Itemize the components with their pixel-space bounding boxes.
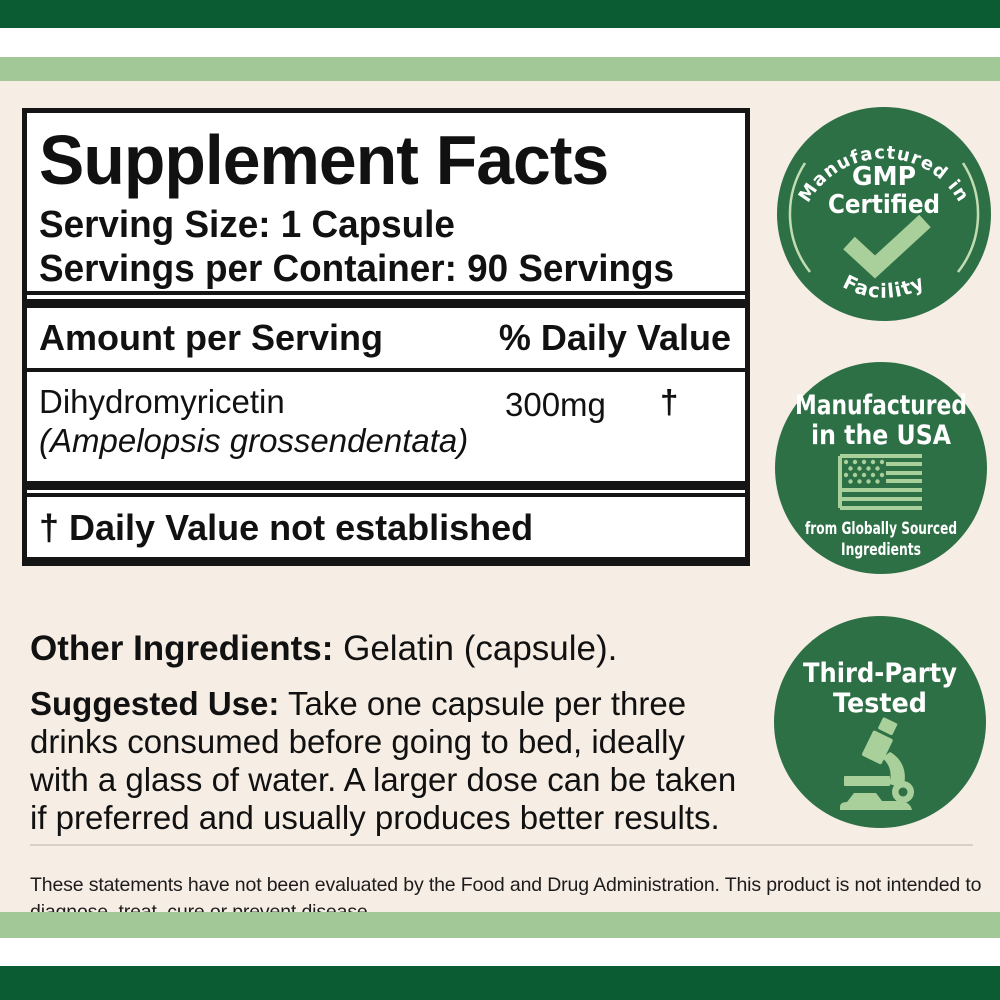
other-ingredients-line: Other Ingredients: Gelatin (capsule). (30, 629, 750, 669)
serving-size-text: Serving Size: 1 Capsule (39, 204, 455, 246)
servings-per-container-text: Servings per Container: 90 Servings (39, 248, 675, 290)
ingredient-dv-dagger: † (660, 383, 679, 420)
bottom-bar-light-green (0, 912, 1000, 938)
daily-value-footnote: † Daily Value not established (39, 507, 534, 548)
ingredient-name: Dihydromyricetin (39, 383, 285, 420)
bottom-bar-white (0, 938, 1000, 966)
ingredient-botanical-name: (Ampelopsis grossendentata) (39, 422, 469, 459)
rule-thin (27, 368, 745, 372)
ingredient-amount: 300mg (505, 386, 606, 423)
badge-title-line1: Third-Party (803, 658, 957, 689)
ring-arc-right (957, 162, 980, 273)
rule-thin (27, 493, 745, 497)
badge-circle (774, 616, 986, 828)
panel-title: Supplement Facts (39, 121, 609, 199)
badge-subtitle-line2: Ingredients (841, 540, 921, 560)
columns-header-row: Amount per Serving % Daily Value (27, 308, 745, 368)
column-daily-value: % Daily Value (498, 317, 731, 358)
top-bar-light-green (0, 57, 1000, 81)
rule-thin (27, 291, 745, 295)
made-in-usa-badge: Manufactured in the USA from Globally So… (775, 362, 987, 574)
badge-circle (777, 107, 991, 321)
ingredient-row: Dihydromyricetin (Ampelopsis grossendent… (27, 372, 745, 481)
bottom-bar-dark-green (0, 966, 1000, 1000)
rule-thick (27, 299, 745, 308)
badge-title-line1: Manufactured (795, 390, 967, 421)
microscope-icon (840, 717, 914, 810)
badge-title-line2: Certified (828, 190, 940, 220)
checkmark-icon (843, 214, 931, 279)
suggested-use-paragraph: Suggested Use: Take one capsule per thre… (30, 685, 745, 837)
badge-subtitle-line1: from Globally Sourced (805, 519, 957, 539)
third-party-tested-badge: Third-Party Tested (774, 616, 986, 828)
panel-header: Supplement Facts Serving Size: 1 Capsule… (27, 113, 745, 291)
top-bar-white (0, 28, 1000, 57)
supplement-facts-panel: Supplement Facts Serving Size: 1 Capsule… (22, 108, 750, 566)
flag-stars (843, 459, 885, 484)
badge-title-line1: GMP (852, 162, 916, 192)
top-bar-dark-green (0, 0, 1000, 28)
badge-circle (775, 362, 987, 574)
badge-title-line2: Tested (833, 688, 927, 719)
disclaimer-divider (30, 844, 973, 846)
suggested-use-label: Suggested Use: (30, 685, 280, 722)
other-ingredients-value: Gelatin (capsule). (333, 629, 618, 668)
rule-thick (27, 481, 745, 490)
badge-title-line2: in the USA (811, 420, 951, 451)
other-ingredients-label: Other Ingredients: (30, 629, 334, 668)
gmp-certified-badge: Manufactured in GMP Certified Facility (777, 107, 991, 321)
usa-flag-icon (838, 454, 922, 510)
column-amount-per-serving: Amount per Serving (39, 317, 384, 358)
ring-arc-left (788, 162, 811, 273)
suggested-use-value: Take one capsule per three drinks consum… (30, 685, 737, 836)
